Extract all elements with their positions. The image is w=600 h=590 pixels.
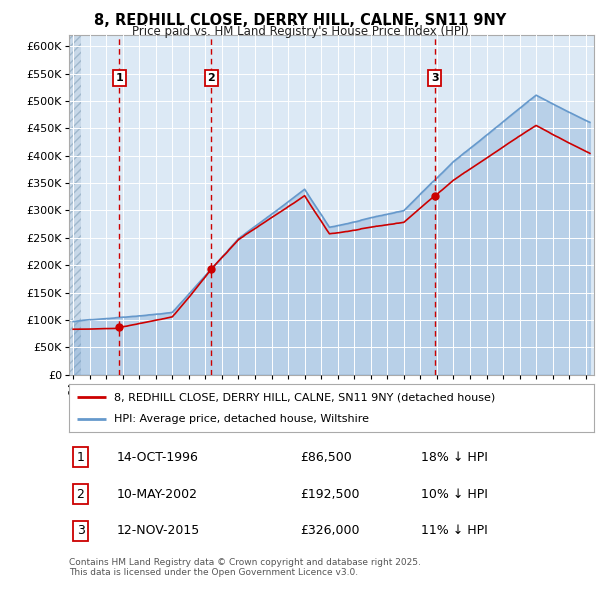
Text: 10% ↓ HPI: 10% ↓ HPI xyxy=(421,487,488,501)
Text: 18% ↓ HPI: 18% ↓ HPI xyxy=(421,451,488,464)
Text: 3: 3 xyxy=(77,525,85,537)
Text: 10-MAY-2002: 10-MAY-2002 xyxy=(116,487,197,501)
Text: 2: 2 xyxy=(208,73,215,83)
Text: 2: 2 xyxy=(77,487,85,501)
Text: £192,500: £192,500 xyxy=(300,487,359,501)
Text: Price paid vs. HM Land Registry's House Price Index (HPI): Price paid vs. HM Land Registry's House … xyxy=(131,25,469,38)
Text: 8, REDHILL CLOSE, DERRY HILL, CALNE, SN11 9NY: 8, REDHILL CLOSE, DERRY HILL, CALNE, SN1… xyxy=(94,13,506,28)
Text: 11% ↓ HPI: 11% ↓ HPI xyxy=(421,525,487,537)
Text: 1: 1 xyxy=(115,73,123,83)
Text: 14-OCT-1996: 14-OCT-1996 xyxy=(116,451,198,464)
Text: 1: 1 xyxy=(77,451,85,464)
Text: HPI: Average price, detached house, Wiltshire: HPI: Average price, detached house, Wilt… xyxy=(113,414,368,424)
Text: 3: 3 xyxy=(431,73,439,83)
Bar xyxy=(69,35,82,375)
Text: Contains HM Land Registry data © Crown copyright and database right 2025.
This d: Contains HM Land Registry data © Crown c… xyxy=(69,558,421,577)
Text: £86,500: £86,500 xyxy=(300,451,352,464)
Text: 12-NOV-2015: 12-NOV-2015 xyxy=(116,525,199,537)
Text: 8, REDHILL CLOSE, DERRY HILL, CALNE, SN11 9NY (detached house): 8, REDHILL CLOSE, DERRY HILL, CALNE, SN1… xyxy=(113,392,495,402)
Text: £326,000: £326,000 xyxy=(300,525,359,537)
